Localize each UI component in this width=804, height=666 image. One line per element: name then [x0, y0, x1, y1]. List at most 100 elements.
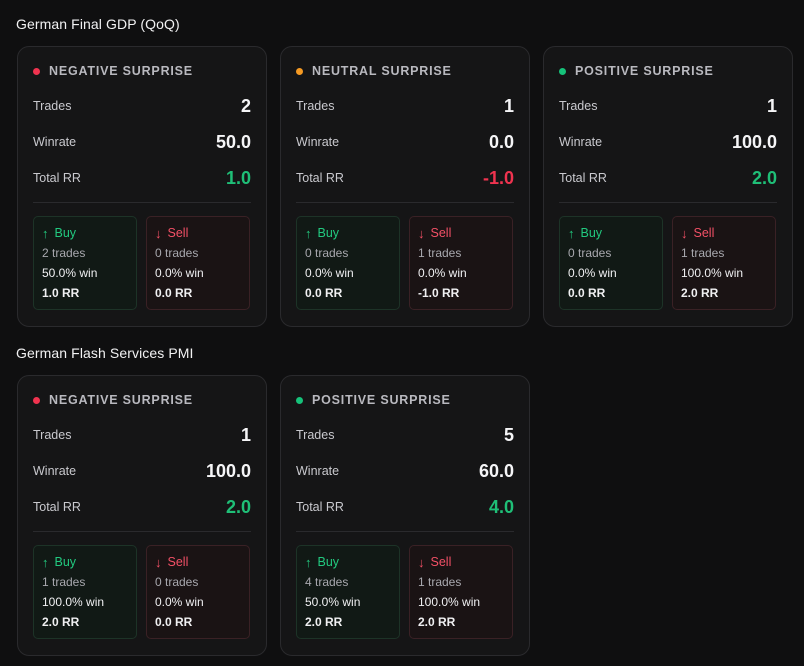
total-rr-value: 1.0 [225, 167, 251, 188]
divider [296, 202, 514, 203]
surprise-card-negative: NEGATIVE SURPRISE Trades 1 Winrate 100.0 T… [17, 375, 267, 656]
winrate-label: Winrate [33, 135, 77, 149]
status-dot-icon [33, 67, 40, 75]
sell-rr: 0.0 RR [155, 615, 193, 629]
buy-stats-box: ↑ Buy 2 trades 50.0% win 1.0 RR [33, 216, 137, 310]
winrate-value: 100.0 [205, 460, 251, 481]
divider [296, 531, 514, 532]
winrate-value: 0.0 [488, 131, 514, 152]
buy-label: Buy [54, 555, 77, 569]
buy-stats-box: ↑ Buy 0 trades 0.0% win 0.0 RR [559, 216, 663, 310]
sell-trades: 1 trades [681, 246, 725, 260]
card-title: POSITIVE SURPRISE [575, 64, 714, 78]
sell-label: Sell [430, 226, 452, 240]
surprise-card-neutral: NEUTRAL SURPRISE Trades 1 Winrate 0.0 Tota… [280, 46, 530, 327]
buy-trades: 1 trades [42, 575, 86, 589]
buy-label: Buy [317, 555, 340, 569]
arrow-up-icon: ↑ [305, 554, 312, 570]
buy-rr: 1.0 RR [42, 286, 80, 300]
buy-winrate: 100.0% win [42, 595, 105, 609]
arrow-down-icon: ↓ [681, 225, 688, 241]
card-title: POSITIVE SURPRISE [312, 393, 451, 407]
trades-value: 1 [240, 424, 251, 445]
trades-label: Trades [33, 428, 72, 442]
total-rr-label: Total RR [296, 171, 344, 185]
arrow-down-icon: ↓ [418, 225, 425, 241]
total-rr-value: -1.0 [482, 167, 514, 188]
sell-label: Sell [167, 226, 189, 240]
buy-stats-box: ↑ Buy 0 trades 0.0% win 0.0 RR [296, 216, 400, 310]
surprise-card-negative: NEGATIVE SURPRISE Trades 2 Winrate 50.0 To… [17, 46, 267, 327]
sell-rr: -1.0 RR [418, 286, 460, 300]
status-dot-icon [559, 67, 566, 75]
sell-label: Sell [430, 555, 452, 569]
buy-label: Buy [54, 226, 77, 240]
arrow-up-icon: ↑ [42, 225, 49, 241]
total-rr-value: 2.0 [225, 496, 251, 517]
sell-winrate: 100.0% win [418, 595, 481, 609]
sell-label: Sell [167, 555, 189, 569]
buy-winrate: 0.0% win [568, 266, 617, 280]
buy-winrate: 50.0% win [305, 595, 361, 609]
divider [33, 202, 251, 203]
total-rr-label: Total RR [33, 500, 81, 514]
divider [559, 202, 777, 203]
trades-value: 2 [240, 95, 251, 116]
sell-winrate: 100.0% win [681, 266, 744, 280]
sell-rr: 0.0 RR [155, 286, 193, 300]
trades-value: 1 [766, 95, 777, 116]
arrow-up-icon: ↑ [568, 225, 575, 241]
winrate-value: 60.0 [478, 460, 514, 481]
arrow-up-icon: ↑ [305, 225, 312, 241]
winrate-label: Winrate [296, 135, 340, 149]
trades-value: 5 [503, 424, 514, 445]
sell-winrate: 0.0% win [418, 266, 467, 280]
status-dot-icon [33, 396, 40, 404]
winrate-label: Winrate [296, 464, 340, 478]
buy-rr: 2.0 RR [305, 615, 343, 629]
total-rr-label: Total RR [33, 171, 81, 185]
winrate-label: Winrate [559, 135, 603, 149]
arrow-down-icon: ↓ [418, 554, 425, 570]
sell-trades: 0 trades [155, 575, 199, 589]
buy-stats-box: ↑ Buy 1 trades 100.0% win 2.0 RR [33, 545, 137, 639]
total-rr-value: 2.0 [751, 167, 777, 188]
sell-label: Sell [693, 226, 715, 240]
sell-stats-box: ↓ Sell 0 trades 0.0% win 0.0 RR [146, 216, 250, 310]
sell-rr: 2.0 RR [418, 615, 456, 629]
buy-trades: 0 trades [305, 246, 349, 260]
sell-winrate: 0.0% win [155, 595, 204, 609]
total-rr-label: Total RR [559, 171, 607, 185]
buy-label: Buy [317, 226, 340, 240]
trades-label: Trades [33, 99, 72, 113]
winrate-value: 50.0 [215, 131, 251, 152]
arrow-down-icon: ↓ [155, 225, 162, 241]
trades-label: Trades [559, 99, 598, 113]
buy-stats-box: ↑ Buy 4 trades 50.0% win 2.0 RR [296, 545, 400, 639]
buy-label: Buy [580, 226, 603, 240]
total-rr-value: 4.0 [488, 496, 514, 517]
buy-winrate: 50.0% win [42, 266, 98, 280]
surprise-card-positive: POSITIVE SURPRISE Trades 5 Winrate 60.0 To… [280, 375, 530, 656]
card-title: NEUTRAL SURPRISE [312, 64, 452, 78]
section-title: German Final GDP (QoQ) [16, 16, 180, 32]
card-title: NEGATIVE SURPRISE [49, 393, 193, 407]
buy-trades: 4 trades [305, 575, 349, 589]
status-dot-icon [296, 396, 303, 404]
winrate-value: 100.0 [731, 131, 777, 152]
total-rr-label: Total RR [296, 500, 344, 514]
buy-rr: 0.0 RR [568, 286, 606, 300]
surprise-card-positive: POSITIVE SURPRISE Trades 1 Winrate 100.0 T… [543, 46, 793, 327]
sell-stats-box: ↓ Sell 0 trades 0.0% win 0.0 RR [146, 545, 250, 639]
sell-stats-box: ↓ Sell 1 trades 100.0% win 2.0 RR [409, 545, 513, 639]
sell-trades: 1 trades [418, 575, 462, 589]
sell-rr: 2.0 RR [681, 286, 719, 300]
sell-trades: 1 trades [418, 246, 462, 260]
buy-trades: 2 trades [42, 246, 86, 260]
trades-value: 1 [503, 95, 514, 116]
card-title: NEGATIVE SURPRISE [49, 64, 193, 78]
sell-stats-box: ↓ Sell 1 trades 0.0% win -1.0 RR [409, 216, 513, 310]
buy-rr: 0.0 RR [305, 286, 343, 300]
sell-winrate: 0.0% win [155, 266, 204, 280]
trades-label: Trades [296, 428, 335, 442]
